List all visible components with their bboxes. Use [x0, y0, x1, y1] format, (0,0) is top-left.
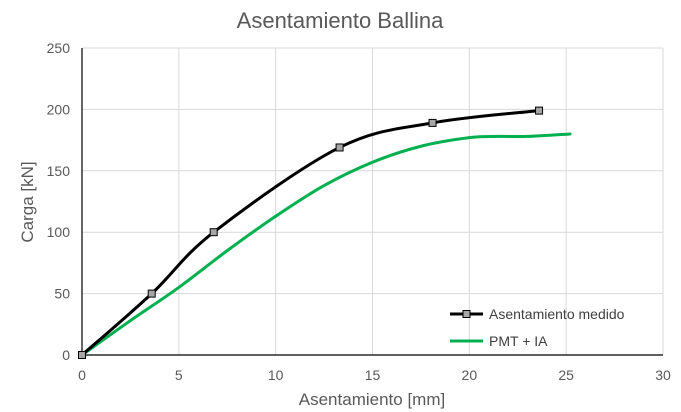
series-line — [80, 132, 572, 357]
legend-label: PMT + IA — [489, 333, 548, 349]
y-tick-label: 150 — [47, 163, 71, 179]
data-point-marker — [428, 118, 437, 127]
x-tick-label: 5 — [175, 367, 183, 383]
data-point-marker — [535, 106, 544, 115]
series-0 — [78, 106, 544, 359]
legend: Asentamiento medido PMT + IA — [450, 306, 625, 349]
series-layer — [78, 106, 572, 359]
y-tick-label: 200 — [47, 101, 71, 117]
grid — [81, 47, 664, 356]
y-axis-title: Carga [kN] — [18, 161, 37, 242]
data-point-marker — [335, 143, 344, 152]
x-tick-label: 0 — [78, 367, 86, 383]
data-point-marker — [209, 228, 218, 237]
y-tick-label: 100 — [47, 224, 71, 240]
legend-marker — [462, 310, 471, 318]
x-axis-title: Asentamiento [mm] — [299, 390, 445, 409]
data-point-marker — [147, 289, 156, 298]
x-tick-label: 20 — [462, 367, 478, 383]
x-tick-label: 15 — [365, 367, 381, 383]
chart-title: Asentamiento Ballina — [237, 8, 444, 33]
legend-item: PMT + IA — [450, 333, 548, 349]
legend-item: Asentamiento medido — [450, 306, 625, 322]
axes: 0 50 100 150 200 250 0 5 10 15 20 25 30 — [47, 40, 671, 383]
series-1 — [80, 132, 572, 357]
series-line — [80, 109, 541, 357]
y-tick-label: 0 — [62, 347, 70, 363]
legend-label: Asentamiento medido — [489, 306, 625, 322]
x-tick-label: 30 — [655, 367, 671, 383]
x-tick-label: 10 — [268, 367, 284, 383]
x-tick-label: 25 — [558, 367, 574, 383]
data-point-marker — [78, 351, 86, 359]
y-tick-label: 250 — [47, 40, 71, 56]
y-tick-label: 50 — [54, 286, 70, 302]
